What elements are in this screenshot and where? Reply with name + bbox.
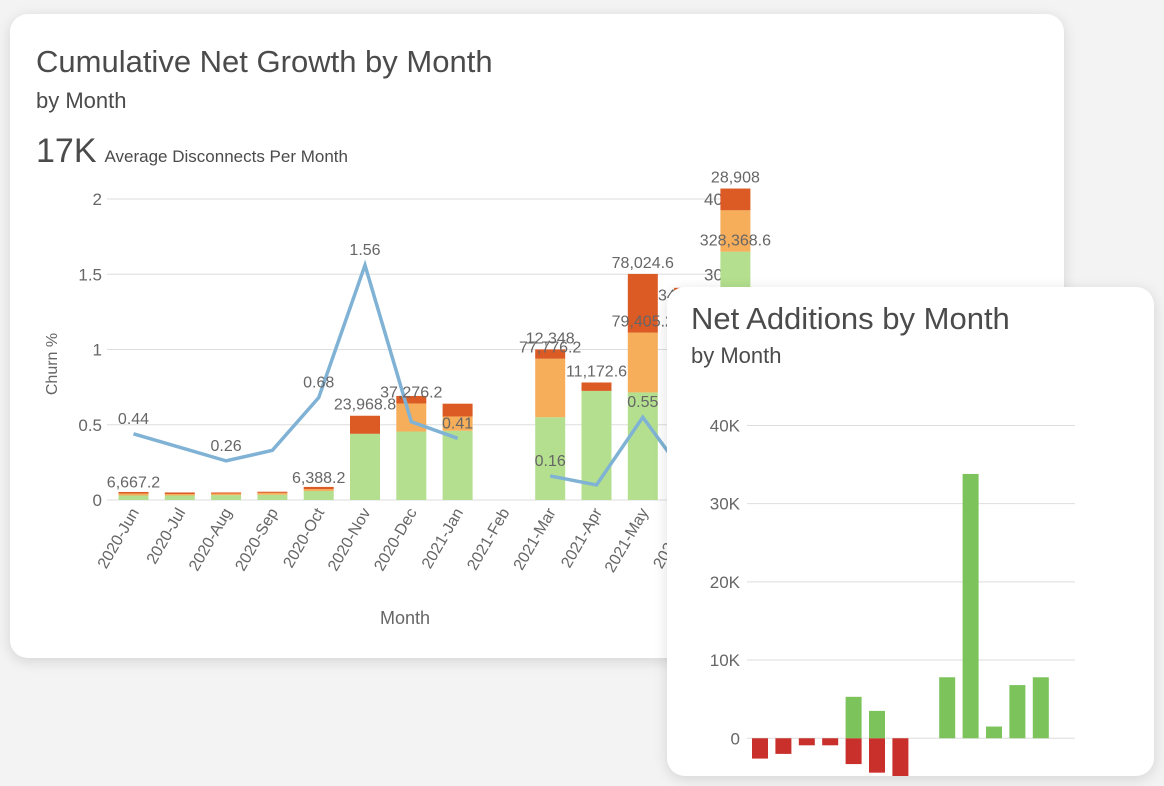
bar-segment (627, 273, 658, 333)
y-left-tick-label: 1.5 (78, 265, 102, 284)
x-tick-label: 2020-Jul (144, 506, 189, 568)
data-label: 328,368.6 (700, 233, 771, 250)
x-tick-label: 2020-Aug (186, 506, 235, 575)
bar-segment (164, 492, 195, 494)
net-addition-bar (752, 738, 768, 759)
bar-segment (396, 395, 427, 404)
bar-segment (581, 382, 612, 391)
data-label: 0.44 (118, 411, 149, 428)
net-addition-bar (1032, 677, 1049, 739)
x-tick-label: 2021-May (602, 506, 652, 576)
bar-segment (350, 415, 380, 434)
bar-segment (535, 417, 566, 500)
bar-segment (303, 490, 334, 500)
bar-segment (442, 430, 473, 500)
y-left-tick-label: 0 (93, 491, 102, 510)
bar-segment (257, 491, 288, 493)
x-tick-label: 2020-Sep (232, 505, 281, 574)
net-additions-chart: 0 10K 20K 30K 40K (710, 416, 1075, 776)
data-label: 0.26 (211, 438, 242, 455)
kpi-value: 17K (36, 132, 97, 170)
net-addition-bar (845, 738, 862, 765)
bar-segment (164, 493, 195, 496)
net-addition-bar (892, 738, 909, 776)
net-addition-bar (1009, 685, 1026, 739)
x-tick-label: 2021-Feb (464, 505, 513, 573)
bar-segment (257, 494, 288, 500)
x-tick-label: 2021-Jan (419, 506, 467, 572)
data-label: 1.56 (349, 242, 380, 259)
y-tick-label: 10K (710, 651, 741, 670)
bar-segment (442, 403, 473, 417)
data-label: 77,776.2 (519, 340, 581, 357)
data-label: 0.16 (535, 453, 566, 470)
y-left-tick-label: 0.5 (78, 416, 102, 435)
bar-segment (164, 495, 195, 500)
bar-segment (118, 495, 149, 500)
net-addition-bar (986, 726, 1002, 739)
y-left-tick-label: 1 (93, 341, 102, 360)
y-tick-label: 40K (710, 416, 741, 435)
data-label: 37,276.2 (380, 384, 442, 401)
data-label: 6,388.2 (292, 470, 345, 487)
data-label: 23,968.8 (334, 397, 396, 414)
x-tick-label: 2020-Nov (325, 506, 374, 575)
bar-segment (720, 210, 751, 252)
net-addition-bar (845, 696, 862, 739)
kpi: 17K Average Disconnects Per Month (36, 132, 348, 171)
bar-segment (627, 392, 658, 500)
data-label: 11,172.6 (566, 363, 627, 380)
bar-segment (720, 188, 751, 211)
bar-segment (211, 493, 242, 496)
data-label: 0.55 (627, 394, 658, 411)
x-tick-label: 2021-Mar (511, 505, 560, 573)
y-axis-label: Churn % (44, 333, 61, 395)
bar-segment (535, 358, 566, 418)
data-label: 6,667.2 (107, 474, 160, 491)
bar-segment (442, 416, 473, 431)
net-addition-bar (869, 710, 885, 739)
bar-segment (396, 431, 427, 500)
x-tick-label: 2020-Jun (95, 506, 143, 572)
kpi-label: Average Disconnects Per Month (104, 147, 348, 166)
net-additions-card: Net Additions by Month by Month 0 10K 20K 3… (667, 287, 1154, 776)
data-label: 28,908 (711, 170, 760, 187)
data-label: 0.41 (442, 415, 473, 432)
y-tick-label: 20K (710, 573, 741, 592)
chart-title: Cumulative Net Growth by Month (36, 44, 493, 79)
net-addition-bar (798, 738, 815, 746)
net-addition-bar (962, 473, 979, 739)
data-label: 79,405.2 (612, 314, 674, 331)
bar-segment (303, 489, 334, 491)
net-addition-bar (822, 738, 839, 746)
data-label: 0.68 (303, 375, 334, 392)
bar-segment (627, 332, 658, 393)
net-addition-bar (775, 738, 792, 754)
chart-title: Net Additions by Month (691, 301, 1010, 336)
x-tick-label: 2020-Oct (281, 505, 329, 571)
bar-segment (118, 491, 149, 494)
y-tick-label: 0 (731, 729, 740, 748)
bar-segment (535, 349, 566, 359)
bar-segment (350, 433, 380, 500)
chart-subtitle: by Month (36, 88, 127, 113)
data-label: 78,024.6 (612, 255, 674, 272)
bar-segment (211, 492, 242, 494)
net-addition-bar (939, 677, 956, 739)
churn-line (133, 259, 459, 463)
y-left-tick-label: 2 (93, 190, 102, 209)
x-tick-label: 2020-Dec (371, 506, 420, 575)
bar-segment (303, 486, 334, 490)
x-axis-label: Month (380, 608, 430, 628)
bar-segment (118, 493, 149, 496)
bar-segment (211, 495, 242, 500)
bar-segment (257, 492, 288, 495)
chart-subtitle: by Month (691, 343, 782, 368)
net-addition-bar (869, 738, 885, 773)
data-label: 12,348 (526, 330, 575, 347)
y-tick-label: 30K (710, 495, 741, 514)
x-tick-label: 2021-Apr (558, 505, 606, 571)
